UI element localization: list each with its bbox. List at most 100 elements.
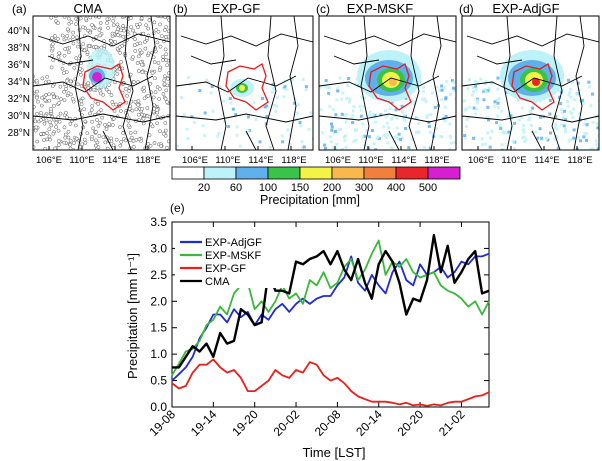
station-marker	[79, 99, 84, 104]
station-marker	[146, 141, 150, 146]
station-marker	[115, 71, 120, 76]
station-marker	[96, 124, 101, 128]
station-marker	[33, 105, 36, 109]
station-marker	[98, 21, 103, 25]
station-marker	[71, 30, 75, 35]
station-marker	[163, 28, 167, 32]
station-marker	[63, 132, 68, 137]
station-marker	[54, 120, 59, 125]
station-marker	[116, 33, 120, 37]
station-marker	[82, 137, 87, 142]
station-marker	[35, 89, 39, 94]
panel-b-label: (b)	[173, 2, 188, 16]
station-marker	[155, 40, 160, 45]
station-marker	[140, 62, 144, 67]
station-marker	[161, 58, 165, 63]
panel-c-title: EXP-MSKF	[347, 1, 414, 16]
map-frame	[32, 15, 171, 151]
station-marker	[163, 128, 168, 133]
station-marker	[152, 60, 157, 65]
colorbar-swatch	[331, 166, 365, 180]
station-marker	[146, 26, 151, 31]
station-marker	[166, 34, 170, 39]
station-marker	[110, 31, 115, 36]
panel-b-title: EXP-GF	[212, 1, 260, 16]
station-marker	[40, 76, 45, 81]
lon-d-118: 118°E	[567, 155, 592, 166]
station-marker	[97, 16, 101, 20]
station-marker	[48, 120, 52, 125]
station-marker	[105, 17, 110, 22]
station-marker	[90, 119, 94, 124]
station-marker	[136, 25, 140, 30]
station-marker	[128, 131, 133, 135]
station-marker	[132, 80, 136, 84]
station-marker	[164, 52, 169, 57]
station-marker	[68, 79, 73, 84]
province-boundaries	[176, 16, 313, 150]
station-marker	[44, 118, 49, 123]
series-line-exp-adjgf	[171, 252, 490, 382]
station-marker	[113, 39, 117, 44]
series-line-cma	[172, 233, 490, 369]
station-marker	[33, 128, 38, 133]
latitude-labels: 40°N 38°N 36°N 34°N 32°N 30°N 28°N	[8, 26, 30, 139]
station-marker	[93, 99, 98, 104]
station-marker	[64, 70, 69, 74]
x-tick-label: 19-20	[229, 407, 261, 439]
lon-c-110: 110°E	[358, 155, 383, 166]
station-marker	[62, 53, 67, 58]
station-marker	[132, 145, 136, 149]
station-marker	[33, 119, 38, 124]
lon-d-114: 114°E	[534, 155, 559, 166]
province-boundaries	[462, 16, 599, 150]
map-panel-exp-adjgf	[461, 15, 600, 151]
station-marker	[56, 139, 61, 143]
station-marker	[58, 111, 63, 116]
station-marker	[143, 40, 147, 44]
station-marker	[162, 74, 167, 79]
station-marker	[50, 84, 55, 88]
station-marker	[167, 139, 170, 144]
station-marker	[137, 137, 142, 142]
colorbar-swatch	[235, 166, 269, 180]
station-marker	[140, 70, 145, 74]
rain-speckles	[319, 76, 456, 150]
station-marker	[52, 103, 56, 108]
station-marker	[109, 93, 114, 97]
station-marker	[118, 51, 123, 55]
lat-label-30: 30°N	[8, 111, 30, 122]
station-marker	[134, 107, 139, 112]
station-marker	[152, 141, 157, 145]
station-marker	[156, 61, 161, 65]
station-marker	[82, 48, 87, 53]
station-marker	[103, 140, 108, 145]
station-marker	[49, 16, 54, 20]
colorbar-tick-label: 200	[323, 182, 341, 194]
station-marker	[114, 102, 118, 107]
lon-b-106: 106°E	[182, 155, 208, 166]
station-marker	[50, 46, 55, 51]
study-region-outline	[511, 63, 555, 111]
station-marker	[65, 27, 70, 32]
station-marker	[86, 81, 91, 86]
colorbar-swatch	[171, 166, 205, 180]
colorbar-title: Precipitation [mm]	[260, 193, 360, 207]
station-marker	[49, 106, 53, 111]
station-marker	[83, 119, 88, 124]
map-frame	[461, 15, 600, 151]
station-marker	[123, 138, 128, 143]
station-marker	[166, 76, 170, 81]
map-frame	[318, 15, 457, 151]
station-marker	[93, 143, 98, 148]
station-marker	[151, 95, 156, 100]
station-marker	[114, 30, 119, 34]
station-marker	[33, 91, 36, 96]
station-marker	[85, 50, 90, 55]
station-marker	[111, 116, 116, 121]
station-marker	[165, 100, 169, 105]
colorbar-tick-label: 60	[230, 182, 242, 194]
station-marker	[56, 37, 60, 41]
colorbar: 20 60 100 150 200 300 400 500	[171, 166, 461, 194]
station-marker	[143, 46, 148, 51]
